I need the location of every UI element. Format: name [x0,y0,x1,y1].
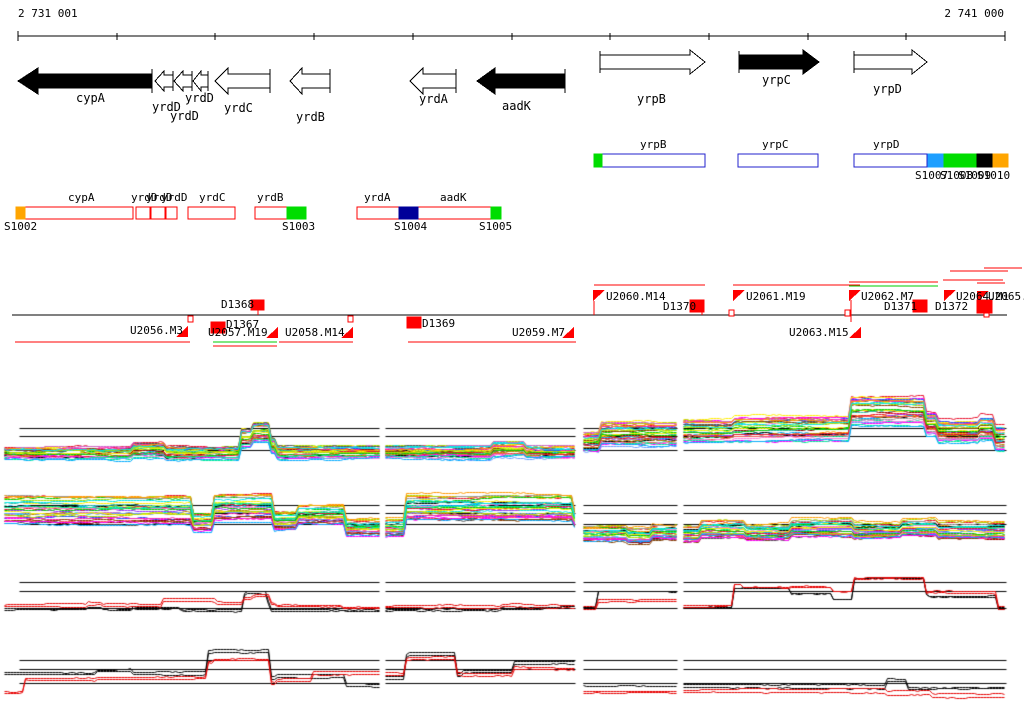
blue-box-label-yrpD: yrpD [873,138,900,151]
ruler-end-label: 2 741 000 [944,7,1004,20]
probe-label-D1371[interactable]: D1371 [884,300,918,313]
gene-label-cypA: cypA [76,91,105,105]
red-box-label-yrdB: yrdB [257,191,284,204]
red-box-label-yrdD: yrdD [131,191,158,204]
segment-label-S1008: S1008 [940,169,974,182]
probe-label-U2056.M3[interactable]: U2056.M3 [130,324,183,337]
gene-label-yrdD-3: yrdD [170,109,199,123]
blue-box-label-yrpB: yrpB [640,138,667,151]
probe-label-D1368[interactable]: D1368 [221,298,255,311]
gene-label-yrdC: yrdC [224,101,253,115]
red-box-label-yrdD: yrdD [161,191,188,204]
blue-box-label-yrpC: yrpC [762,138,789,151]
probe-label-D1372[interactable]: D1372 [935,300,969,313]
probe-label-U2060.M14[interactable]: U2060.M14 [606,290,666,303]
probe-label-U2059.M7[interactable]: U2059.M7 [512,326,565,339]
probe-label-U2057.M19[interactable]: U2057.M19 [208,326,268,339]
probe-label-U2063.M15[interactable]: U2063.M15 [789,326,849,339]
ruler-start-label: 2 731 001 [18,7,78,20]
probe-label-U2064.M1[interactable]: U2064.M1 [956,290,1009,303]
segment-label-S1002: S1002 [4,220,38,233]
segment-label-S1010: S1010 [977,169,1011,182]
red-box-label-yrdD: yrdD [146,191,173,204]
gene-label-yrdA: yrdA [419,92,448,106]
red-box-label-cypA: cypA [68,191,95,204]
probe-label-U2065.M[interactable]: U2065.M [988,290,1024,303]
gene-label-yrpC: yrpC [762,73,791,87]
probe-label-U2058.M14[interactable]: U2058.M14 [285,326,345,339]
probe-label-D1367[interactable]: D1367 [226,318,260,331]
segment-label-S1009: S1009 [958,169,992,182]
red-box-label-aadK: aadK [440,191,467,204]
probe-label-D1370[interactable]: D1370 [663,300,697,313]
gene-label-yrdB: yrdB [296,110,325,124]
segment-label-S1003: S1003 [282,220,316,233]
probe-label-D1369[interactable]: D1369 [422,317,456,330]
segment-label-S1004: S1004 [394,220,428,233]
red-box-label-yrdA: yrdA [364,191,391,204]
probe-label-U2061.M19[interactable]: U2061.M19 [746,290,806,303]
segment-label-S1007: S1007 [915,169,949,182]
gene-label-yrdD-1: yrdD [185,91,214,105]
segment-label-S1005: S1005 [479,220,513,233]
gene-label-aadK: aadK [502,99,531,113]
gene-label-yrpB: yrpB [637,92,666,106]
gene-label-yrpD: yrpD [873,82,902,96]
probe-label-U2062.M7[interactable]: U2062.M7 [861,290,914,303]
red-box-label-yrdC: yrdC [199,191,226,204]
gene-label-yrdD-2: yrdD [152,100,181,114]
